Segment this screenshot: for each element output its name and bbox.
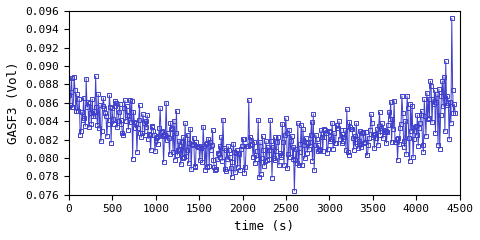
Y-axis label: GASF3 (Vol): GASF3 (Vol) — [7, 62, 20, 144]
X-axis label: time (s): time (s) — [234, 220, 294, 233]
